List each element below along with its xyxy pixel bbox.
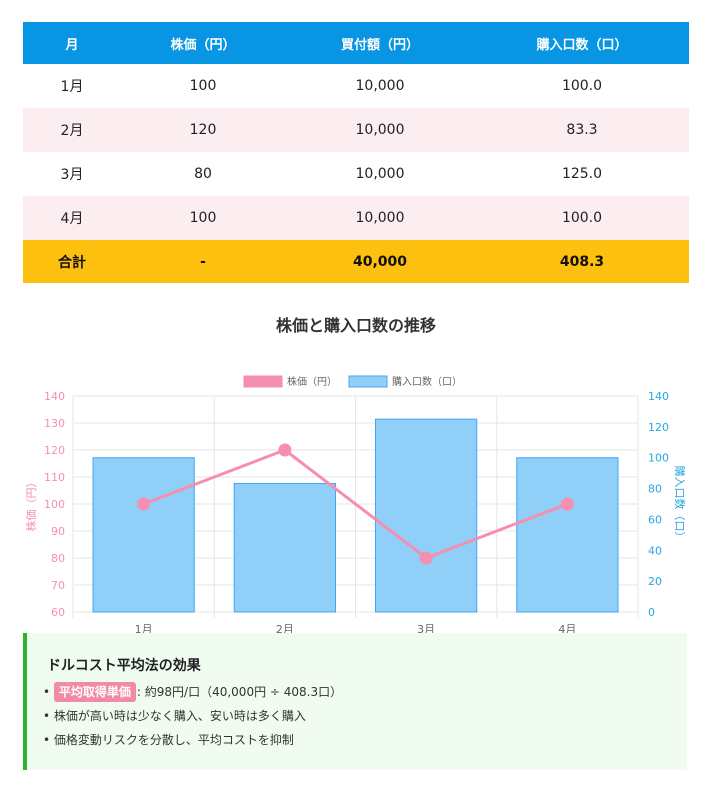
y-left-tick-label: 140 (44, 390, 65, 403)
y-right-axis-title: 購入口数（口） (673, 466, 687, 543)
info-item-text: 価格変動リスクを分散し、平均コストを抑制 (53, 733, 294, 747)
cell-units: 100.0 (561, 78, 603, 94)
y-right-tick-label: 80 (648, 483, 662, 496)
bullet: • (43, 685, 51, 699)
y-left-tick-label: 130 (44, 417, 65, 430)
info-item: • 株価が高い時は少なく購入、安い時は多く購入 (43, 704, 342, 728)
price-line (143, 448, 568, 560)
page-content: 月 株価（円） 買付額（円） 購入口数（口） 1月 100 10,000 100… (23, 22, 689, 770)
header-units: 購入口数（口） (536, 37, 628, 53)
info-title: ドルコスト平均法の効果 (47, 658, 201, 674)
y-right-tick-label: 100 (648, 452, 669, 465)
price-point-4月 (560, 497, 574, 511)
table-row: 3月 80 10,000 125.0 (23, 152, 689, 196)
cell-month: 1月 (60, 79, 84, 95)
total-units: 408.3 (559, 253, 605, 270)
table-total-row: 合計 - 40,000 408.3 (23, 240, 689, 283)
legend-swatch-units (348, 375, 388, 388)
combo-chart: 株価（円） 購入口数（口） 60 70 80 90 100 110 120 130 140 0 20 40… (24, 375, 687, 634)
chart-title: 株価と購入口数の推移 (275, 316, 436, 335)
info-item: • 平均取得単価: 約98円/口（40,000円 ÷ 408.3口） (43, 680, 342, 704)
y-left-axis-title: 株価（円） (24, 477, 38, 532)
total-label: 合計 (58, 254, 86, 271)
info-item-text: 株価が高い時は少なく購入、安い時は多く購入 (53, 709, 306, 723)
y-left-tick-label: 60 (51, 606, 65, 619)
cell-amount: 10,000 (355, 210, 405, 226)
table-row: 2月 120 10,000 83.3 (23, 108, 689, 152)
chart-container: 株価と購入口数の推移 株価（円） 購入口数（口） 60 70 80 90 100 110 120… (23, 304, 689, 634)
cell-amount: 10,000 (355, 122, 405, 138)
cell-price: 100 (189, 78, 217, 94)
y-left-tick-label: 80 (51, 552, 65, 565)
legend-swatch-price (243, 375, 283, 388)
cell-units: 125.0 (561, 166, 603, 182)
y-right-tick-label: 40 (648, 544, 662, 557)
table-row: 4月 100 10,000 100.0 (23, 196, 689, 240)
cell-month: 2月 (60, 123, 84, 139)
x-tick-label: 1月 (135, 623, 153, 634)
table-row: 1月 100 10,000 100.0 (23, 64, 689, 108)
info-item-text: : 約98円/口（40,000円 ÷ 408.3口） (136, 685, 343, 699)
investment-table: 月 株価（円） 買付額（円） 購入口数（口） 1月 100 10,000 100… (23, 22, 689, 283)
y-left-tick-label: 100 (44, 498, 65, 511)
x-tick-label: 3月 (417, 623, 435, 634)
cell-month: 4月 (60, 211, 84, 227)
cell-amount: 10,000 (355, 166, 405, 182)
info-box: ドルコスト平均法の効果 • 平均取得単価: 約98円/口（40,000円 ÷ 4… (23, 633, 687, 770)
bullet: • (43, 709, 51, 723)
price-point-3月 (419, 551, 433, 565)
header-amount: 買付額（円） (340, 37, 419, 53)
y-left-tick-label: 110 (44, 471, 65, 484)
highlight-badge: 平均取得単価 (53, 682, 136, 702)
cell-month: 3月 (60, 167, 84, 183)
y-right-tick-label: 120 (648, 421, 669, 434)
y-left-tick-label: 90 (51, 525, 65, 538)
legend-label-units: 購入口数（口） (392, 375, 462, 388)
y-right-tick-label: 0 (648, 606, 655, 619)
cell-units: 100.0 (561, 210, 603, 226)
bar-units-3月 (375, 418, 478, 613)
total-amount: 40,000 (352, 253, 408, 270)
table-header-row: 月 株価（円） 買付額（円） 購入口数（口） (23, 22, 689, 64)
header-price: 株価（円） (170, 37, 236, 53)
cell-price: 80 (194, 166, 212, 182)
y-right-tick-label: 140 (648, 390, 669, 403)
info-list: • 平均取得単価: 約98円/口（40,000円 ÷ 408.3口） • 株価が… (43, 680, 342, 752)
bar-units-1月 (92, 457, 195, 613)
bar-units-2月 (233, 482, 336, 613)
legend-label-price: 株価（円） (287, 375, 337, 388)
bar-units-4月 (516, 457, 619, 613)
price-point-1月 (137, 497, 151, 511)
bullet: • (43, 733, 51, 747)
cell-price: 100 (189, 210, 217, 226)
total-price: - (200, 253, 206, 270)
y-right-tick-label: 20 (648, 575, 662, 588)
x-tick-label: 4月 (558, 623, 576, 634)
x-tick-label: 2月 (276, 623, 294, 634)
price-point-2月 (278, 443, 292, 457)
cell-amount: 10,000 (355, 78, 405, 94)
cell-units: 83.3 (566, 122, 598, 138)
cell-price: 120 (189, 122, 217, 138)
header-month: 月 (65, 37, 79, 53)
y-left-tick-label: 120 (44, 444, 65, 457)
y-right-tick-label: 60 (648, 513, 662, 526)
y-left-tick-label: 70 (51, 579, 65, 592)
info-item: • 価格変動リスクを分散し、平均コストを抑制 (43, 728, 342, 752)
